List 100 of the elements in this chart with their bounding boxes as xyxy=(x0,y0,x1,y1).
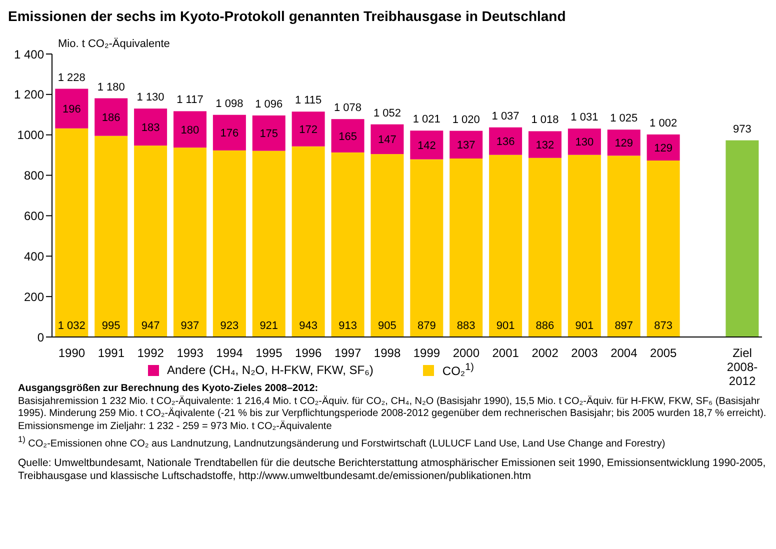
y-tick-label: 1000 xyxy=(17,128,44,142)
total-label: 1 025 xyxy=(610,112,638,125)
bar xyxy=(331,152,364,337)
bar xyxy=(252,150,286,337)
bar xyxy=(450,130,483,159)
bar xyxy=(607,156,640,337)
data-label: 172 xyxy=(299,124,318,136)
data-label: 995 xyxy=(102,320,120,332)
bar xyxy=(450,158,483,337)
data-label: 136 xyxy=(496,136,515,148)
total-label: 1 078 xyxy=(334,102,362,114)
x-tick-label: 1994 xyxy=(216,346,244,360)
bar xyxy=(292,112,325,146)
data-label: 1 032 xyxy=(58,320,86,332)
data-label: 886 xyxy=(536,320,554,332)
data-label: 897 xyxy=(614,320,634,332)
x-tick-label: 2004 xyxy=(610,346,638,360)
data-label: 921 xyxy=(260,320,278,332)
bar xyxy=(55,128,88,337)
legend-label: Andere (CH₄, N₂O, H-FKW, FKW, SF₆) xyxy=(167,363,374,377)
bar xyxy=(173,111,206,148)
chart-title: Emissionen der sechs im Kyoto-Protokoll genannten Treibhausgase in Deutschland xyxy=(8,8,567,26)
data-label: 165 xyxy=(338,130,357,143)
bar xyxy=(331,119,364,152)
x-tick-label: 2001 xyxy=(492,346,520,360)
total-label: 1 180 xyxy=(97,81,125,94)
data-label: 905 xyxy=(378,320,396,332)
total-label: 1 031 xyxy=(570,112,598,124)
x-tick-label: 1998 xyxy=(374,346,401,360)
x-tick-label: 2005 xyxy=(650,346,678,360)
data-label: 129 xyxy=(654,142,672,154)
total-label: 1 115 xyxy=(294,94,322,107)
bar xyxy=(568,128,601,155)
data-label: 923 xyxy=(220,320,239,332)
y-tick-label: 1 200 xyxy=(14,88,44,102)
bar xyxy=(410,130,444,160)
bar xyxy=(410,159,444,337)
data-label: 947 xyxy=(141,320,160,332)
total-label: 1 228 xyxy=(58,72,86,84)
bar xyxy=(94,136,128,337)
bar xyxy=(94,98,128,136)
data-label: 183 xyxy=(141,122,160,134)
data-label: 937 xyxy=(180,320,200,332)
data-label: 130 xyxy=(575,136,594,149)
x-tick-label: 2000 xyxy=(452,346,480,360)
bar xyxy=(489,127,522,155)
x-tick-label: Ziel 2008-2012 xyxy=(726,346,758,388)
text: Ausgangsgrößen zur Berechnung des Kyoto-Zieles 2008–2012: xyxy=(18,383,318,394)
bar xyxy=(55,88,88,128)
x-tick-label: 1993 xyxy=(176,346,204,360)
data-label: 176 xyxy=(220,128,239,140)
bar xyxy=(528,131,562,158)
x-tick-label: 2002 xyxy=(532,346,559,360)
x-tick-label: 1999 xyxy=(413,346,440,360)
bar xyxy=(292,146,325,337)
data-label: 142 xyxy=(417,140,436,152)
total-label: 1 117 xyxy=(176,94,204,106)
bar xyxy=(134,108,168,146)
data-label: 901 xyxy=(575,320,594,332)
bar xyxy=(489,154,522,337)
data-label: 132 xyxy=(536,140,554,152)
x-tick-label: 1992 xyxy=(137,346,164,360)
total-label: 1 052 xyxy=(373,107,401,120)
bar xyxy=(646,160,680,337)
bar xyxy=(173,148,206,337)
bar xyxy=(726,140,759,337)
data-label: 196 xyxy=(62,104,81,116)
data-label: 180 xyxy=(180,124,200,136)
x-tick-label: 1996 xyxy=(295,346,322,360)
data-label: 175 xyxy=(260,128,278,140)
data-label: 973 xyxy=(733,123,752,136)
text: Basisjahremission 1 232 Mio. t CO₂-Äquivalente: 1 216,4 Mio. t CO₂-Äquiv. für CO₂, CH₄, N₂O (Basisjahr 1990), 15,5 Mio. t CO₂-Äquiv. für H-FKW, FKW, SF₆ (Basisjahr 1995). Minderung 259 Mio. t CO₂-Äqivalente (-21 % bis zur Verpflichtungsperiode 2008-2012 gegenüber dem rechnerischen Basisjahr; bis 2005 wurden 18,7 % erreicht). Emissionsmenge im Zieljahr: 1 232 - 259 = 973 Mio. t CO₂-Äquivalente xyxy=(18,396,768,433)
x-tick-label: 1997 xyxy=(334,346,362,360)
data-label: 943 xyxy=(299,320,318,332)
data-label: 873 xyxy=(654,320,672,332)
x-tick-label: 1991 xyxy=(98,346,125,360)
bar xyxy=(252,115,286,151)
data-label: 137 xyxy=(456,140,476,152)
data-label: 883 xyxy=(456,320,476,332)
legend-label: CO₂$^{1)}$ xyxy=(442,362,474,378)
bar xyxy=(646,134,680,161)
total-label: 1 096 xyxy=(255,98,283,110)
data-label: 129 xyxy=(614,138,634,150)
data-label: 186 xyxy=(102,112,120,124)
total-label: 1 002 xyxy=(650,117,678,130)
total-label: 1 098 xyxy=(216,98,244,110)
y-tick-label: 800 xyxy=(24,168,44,183)
bar xyxy=(568,154,601,337)
total-label: 1 020 xyxy=(452,114,480,126)
x-tick-label: 2003 xyxy=(571,346,598,360)
x-tick-label: 1990 xyxy=(58,346,86,360)
data-label: 901 xyxy=(496,320,515,332)
total-label: 1 037 xyxy=(492,110,520,122)
total-label: 1 018 xyxy=(531,114,559,126)
y-tick-label: 600 xyxy=(24,208,44,223)
total-label: 1 130 xyxy=(136,92,164,104)
bar xyxy=(212,114,246,150)
y-tick-label: 1 400 xyxy=(14,47,44,62)
text: $^{1)}$ CO₂-Emissionen ohne CO₂ aus Landnutzung, Landnutzungsänderung und Forstwirtschaft (LULUCF Land Use, Land Use Change and Forestry) xyxy=(18,433,666,451)
bar xyxy=(370,154,404,337)
